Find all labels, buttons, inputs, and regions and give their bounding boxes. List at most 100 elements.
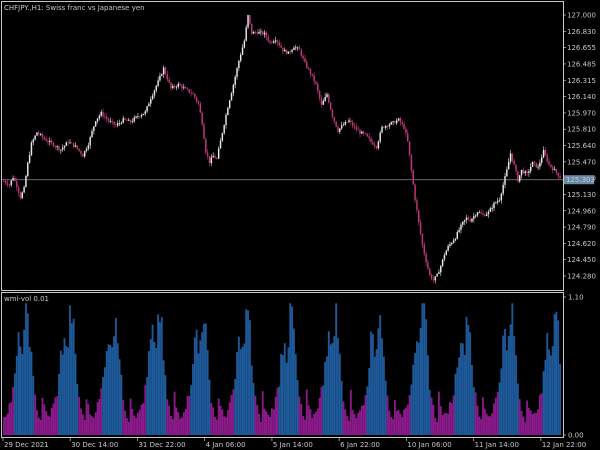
candle [135,115,137,119]
volume-bar [170,415,172,435]
volume-bar [149,339,152,435]
volume-bar [109,345,112,435]
volume-bar [428,389,431,435]
candle [173,83,176,90]
time-tick-label: 11 Jan 14:00 [475,441,519,449]
volume-bar [474,392,477,435]
volume-bar [480,418,483,435]
candle [539,159,541,170]
candle [126,118,128,121]
candle [498,197,501,203]
price-tick-label: 127.000 [567,12,596,20]
candle [61,144,64,152]
candle [60,149,62,154]
volume-bar [381,338,383,435]
candle [335,121,337,128]
candle [337,124,339,133]
candle [273,39,275,44]
candle [43,135,46,141]
volume-bar [168,405,171,435]
candle [45,136,47,142]
volume-bar [434,417,437,435]
candle [487,209,490,218]
volume-bar [430,397,433,435]
candle [142,113,145,116]
volume-bar [412,364,415,435]
candle [274,36,277,44]
volume-bar [236,352,238,435]
candle [197,100,200,106]
volume-bar [425,319,428,435]
candle [65,141,68,146]
candle [72,143,75,149]
candle [168,76,170,84]
candle [250,23,253,36]
volume-bar [206,349,209,435]
volume-bar [32,375,35,435]
volume-bar [362,405,365,435]
candle [491,204,493,212]
candle [8,183,11,189]
candle [293,45,295,51]
time-tick-label: 10 Jan 06:00 [407,441,451,449]
candle [16,177,18,191]
volume-bar [491,413,494,435]
volume-bar [125,418,128,435]
candle [452,238,455,244]
candle [406,129,409,142]
candle [78,148,80,153]
volume-bar [103,367,106,435]
candle [205,137,207,155]
candle [320,95,323,108]
time-tick-label: 4 Jan 06:00 [206,441,246,449]
volume-bar [113,336,115,435]
volume-bar [403,409,405,435]
candle [449,241,451,249]
volume-bar [192,364,194,435]
volume-bar [30,351,33,435]
volume-bar [36,410,38,435]
volume-bar [267,414,270,435]
volume-bar [144,385,147,435]
volume-bar [226,410,229,435]
volume-bar [427,355,429,435]
candle [329,101,332,111]
candle [518,175,521,183]
volume-bar [179,418,182,435]
candle [175,85,178,91]
candle [239,52,242,63]
candle [252,30,255,34]
volume-bar [151,324,154,435]
candle [181,83,183,92]
volume-bar [243,343,246,435]
volume-bar [65,346,68,435]
volume-bar [186,395,189,435]
volume-bar [228,402,231,435]
candle [236,66,238,80]
candle [30,140,33,157]
candle [493,201,495,212]
volume-bar [507,335,510,435]
candle [309,67,312,78]
volume-bar [344,409,347,435]
candle [217,146,220,160]
volume-bar [397,409,400,435]
candle [249,14,251,26]
volume-bar [329,344,332,435]
volume-bar [208,379,211,435]
volume-bar [138,409,141,435]
volume-bar [67,347,70,435]
candle [460,222,462,234]
volume-bar [17,332,20,435]
candle [440,264,442,276]
volume-bar [118,359,121,435]
price-tick-label: 125.130 [567,191,596,199]
volume-bar [544,359,547,435]
candle [537,163,539,170]
candle [192,91,194,95]
candle [441,258,444,268]
candle [531,161,534,168]
candle [370,136,372,145]
volume-bar [465,316,468,435]
volume-bar [520,410,523,435]
